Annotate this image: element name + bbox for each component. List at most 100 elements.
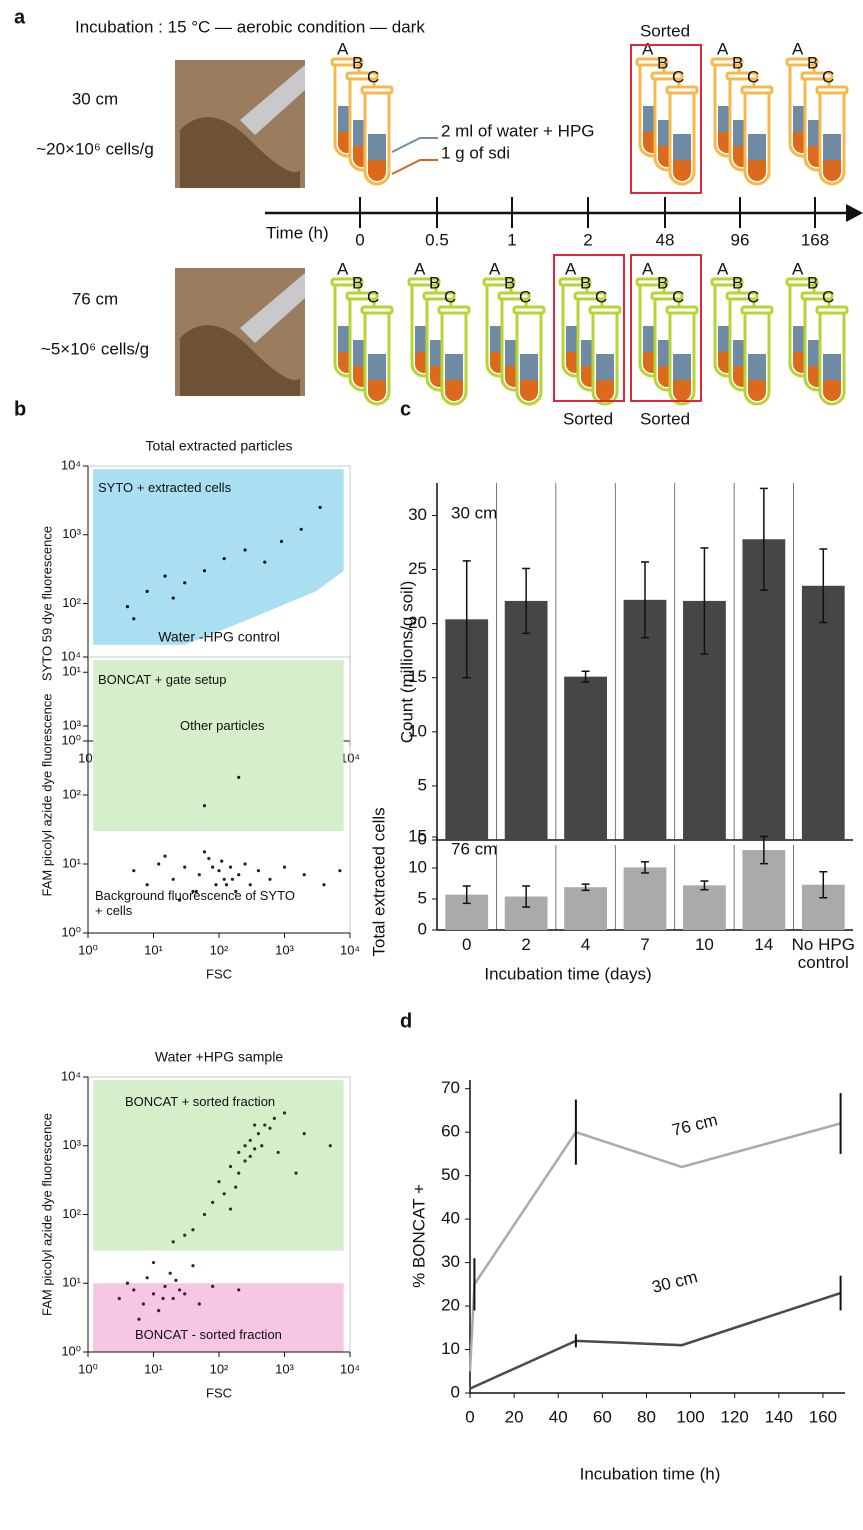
data-line [468, 1122, 841, 1372]
x-tick-label: No HPG control [791, 935, 855, 972]
scatter-point [174, 1278, 178, 1283]
error-bar [700, 547, 709, 655]
scatter-point [234, 1185, 238, 1189]
scatter-point [279, 539, 284, 544]
x-tick-label: 140 [765, 1407, 793, 1426]
scatter-point [256, 869, 261, 873]
scatter-point [230, 877, 234, 881]
tube-rim [740, 85, 774, 95]
sorted-box [630, 44, 702, 194]
tube-rim [407, 277, 441, 287]
y-tick-label: 10⁴ [61, 648, 81, 663]
scatter-point [194, 889, 198, 894]
tube-label: B [352, 273, 363, 292]
error-bar [522, 885, 531, 908]
scatter-point [222, 556, 226, 561]
y-tick-label: 10 [408, 857, 427, 876]
scatter-point [217, 869, 221, 873]
liquid-label: 2 ml of water + HPG [441, 121, 595, 140]
scatter-point [117, 1296, 121, 1301]
cell-density: ~5×10⁶ cells/g [41, 339, 149, 358]
time-tick-label: 0.5 [425, 230, 449, 249]
tube-rim [588, 305, 622, 315]
y-axis-label: SYTO 59 dye fluorescence [39, 526, 54, 681]
tube-label: A [792, 259, 804, 278]
scatter-point [237, 1171, 241, 1175]
tube-label: B [807, 273, 818, 292]
bar [683, 885, 726, 930]
x-tick-label: 10¹ [144, 1361, 163, 1376]
tube-liquid [748, 354, 766, 380]
time-arrow [846, 204, 863, 222]
tube-label: C [367, 67, 379, 86]
sorted-box [553, 254, 625, 402]
error-bar [819, 870, 828, 899]
scatter-point [132, 1288, 136, 1292]
tube: C [360, 287, 394, 406]
error-bar [819, 548, 828, 624]
x-tick-label: 10⁰ [78, 1361, 98, 1376]
y-tick-label: 15 [408, 667, 427, 686]
tube-soil [823, 160, 841, 181]
tube-liquid [520, 354, 538, 380]
scatter-title: Water -HPG control [158, 629, 280, 645]
tube-liquid [748, 134, 766, 160]
x-tick-label: 40 [549, 1407, 568, 1426]
tube-label: B [732, 53, 743, 72]
tube-soil [823, 380, 841, 401]
gate-region [93, 1283, 344, 1352]
scatter-point [234, 889, 238, 894]
scatter-title: Total extracted particles [145, 438, 292, 454]
tube-label: A [414, 259, 426, 278]
tube-label: C [747, 67, 759, 86]
y-tick-label: 10² [62, 595, 81, 610]
tube-label: C [444, 287, 456, 306]
scatter-point [263, 1123, 267, 1127]
spatula [240, 65, 305, 135]
tube: C [740, 287, 774, 406]
y-axis-label: % BONCAT + [409, 1184, 428, 1288]
scatter-point [132, 869, 136, 873]
y-axis-label: Count (millions/g soil) [397, 581, 416, 744]
y-tick-label: 30 [408, 505, 427, 524]
error-bar [581, 883, 590, 892]
y-tick-label: 10¹ [62, 1275, 81, 1290]
gate-region [93, 1080, 344, 1251]
bar [504, 600, 548, 840]
scatter-point [302, 873, 306, 877]
scatter-point [228, 865, 233, 869]
time-tick-label: 1 [507, 230, 516, 249]
tube-liquid [445, 354, 463, 380]
y-tick-label: 20 [441, 1296, 460, 1315]
y-tick-label: 20 [408, 613, 427, 632]
x-tick-label: 10⁰ [78, 942, 98, 957]
bar [623, 867, 667, 930]
tube-rim [512, 305, 546, 315]
tube: C [360, 67, 394, 186]
scatter-point [243, 1144, 247, 1148]
tube-label: C [519, 287, 531, 306]
error-bar [759, 487, 768, 591]
tube-label: A [565, 259, 577, 278]
error-bar [641, 561, 649, 639]
tube-rim [710, 277, 744, 287]
scatter-point [202, 1212, 207, 1217]
gate-label: Other particles [180, 718, 265, 733]
time-tick-label: 0 [355, 230, 364, 249]
scatter-point [253, 1147, 257, 1151]
scatter-point [191, 1264, 195, 1268]
scatter-point [272, 1116, 276, 1120]
scatter-point [183, 1292, 187, 1296]
tube-rim [360, 85, 394, 95]
tube: C [740, 67, 774, 186]
y-tick-label: 10¹ [62, 664, 81, 679]
tube: C [815, 287, 849, 406]
tube-rim [740, 305, 774, 315]
y-tick-label: 10⁰ [61, 1343, 81, 1358]
tube-liquid [823, 134, 841, 160]
scatter-point [214, 883, 218, 887]
tube-rim [345, 291, 379, 301]
scatter-point [177, 1288, 182, 1292]
tube: C [588, 287, 622, 406]
x-tick-label: 10² [210, 1361, 229, 1376]
